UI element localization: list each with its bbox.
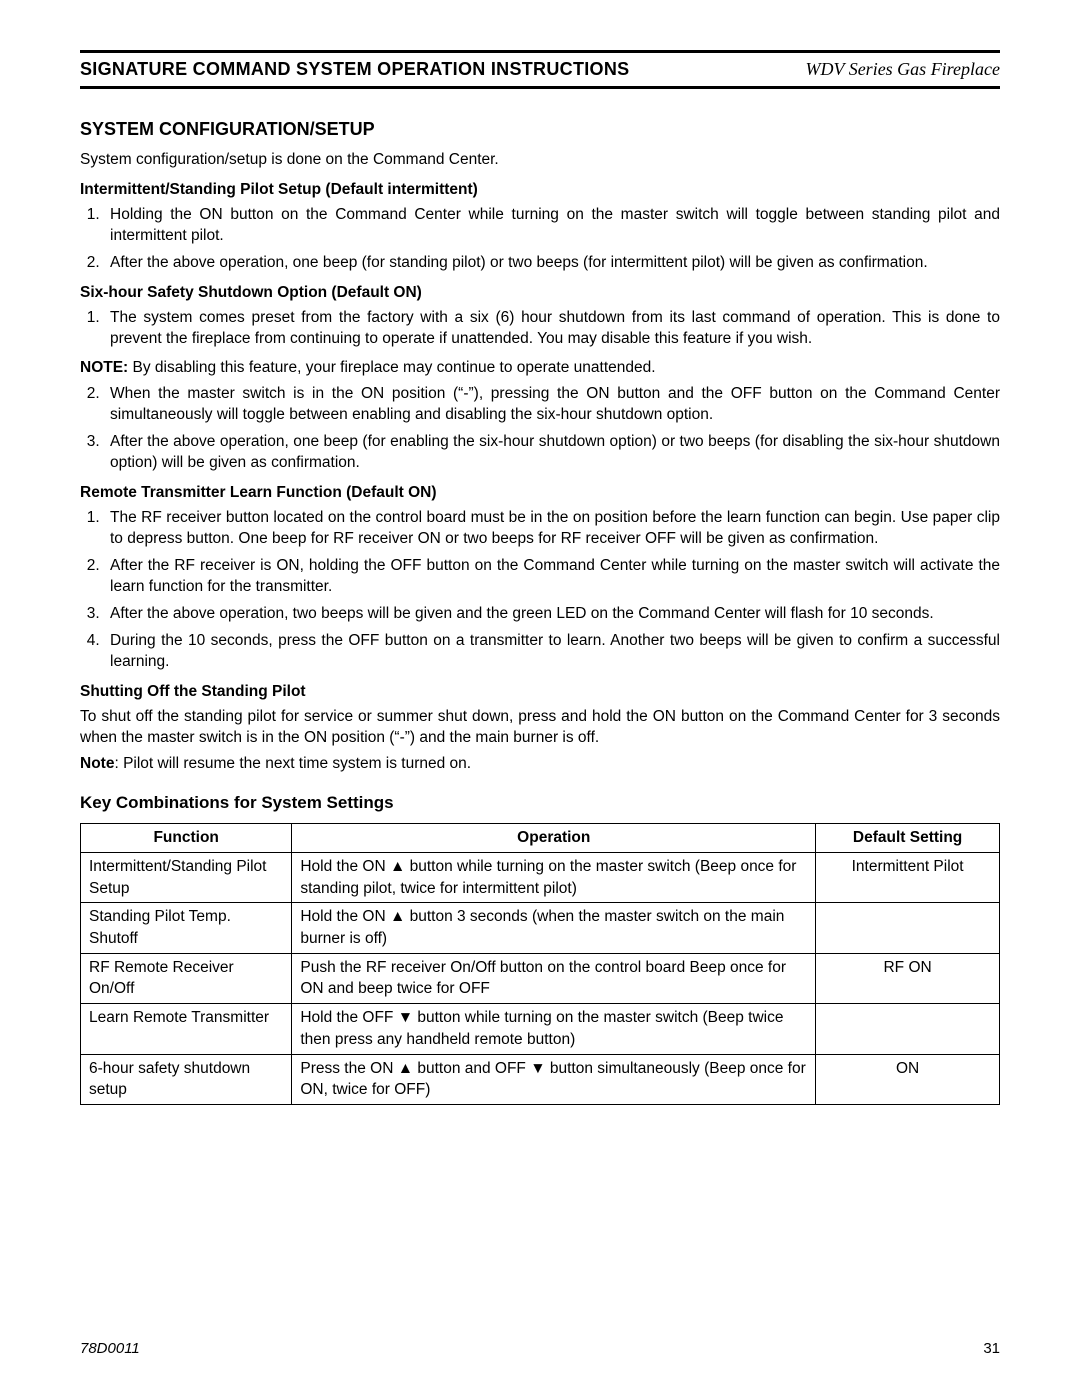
sec4-note: Note: Pilot will resume the next time sy… [80,754,1000,775]
cell-default [816,1004,1000,1054]
cell-operation: Push the RF receiver On/Off button on th… [292,953,816,1003]
footer-page-num: 31 [983,1340,1000,1357]
cell-default: Intermittent Pilot [816,853,1000,903]
cell-default: ON [816,1054,1000,1104]
section-title: SYSTEM CONFIGURATION/SETUP [80,119,1000,140]
sec2-list: The system comes preset from the factory… [80,308,1000,350]
footer-doc-id: 78D0011 [80,1340,140,1357]
list-item: The system comes preset from the factory… [104,308,1000,350]
sec1-head: Intermittent/Standing Pilot Setup (Defau… [80,181,1000,199]
sec4-p1: To shut off the standing pilot for servi… [80,707,1000,749]
list-item: Holding the ON button on the Command Cen… [104,205,1000,247]
cell-function: Intermittent/Standing Pilot Setup [81,853,292,903]
cell-function: 6-hour safety shutdown setup [81,1054,292,1104]
col-function: Function [81,824,292,853]
list-item: After the RF receiver is ON, holding the… [104,556,1000,598]
key-combo-title: Key Combinations for System Settings [80,793,1000,813]
col-default: Default Setting [816,824,1000,853]
list-item: The RF receiver button located on the co… [104,508,1000,550]
note-label: Note [80,755,114,772]
header-bar: SIGNATURE COMMAND SYSTEM OPERATION INSTR… [80,50,1000,89]
page: SIGNATURE COMMAND SYSTEM OPERATION INSTR… [0,0,1080,1397]
sec3-head: Remote Transmitter Learn Function (Defau… [80,484,1000,502]
sec2-list-b: When the master switch is in the ON posi… [80,384,1000,474]
list-item: After the above operation, two beeps wil… [104,604,1000,625]
footer: 78D0011 31 [80,1340,1000,1357]
table-row: Intermittent/Standing Pilot Setup Hold t… [81,853,1000,903]
cell-default [816,903,1000,953]
list-item: After the above operation, one beep (for… [104,253,1000,274]
cell-function: Standing Pilot Temp. Shutoff [81,903,292,953]
cell-operation: Press the ON ▲ button and OFF ▼ button s… [292,1054,816,1104]
table-row: RF Remote Receiver On/Off Push the RF re… [81,953,1000,1003]
list-item: During the 10 seconds, press the OFF but… [104,631,1000,673]
table-row: 6-hour safety shutdown setup Press the O… [81,1054,1000,1104]
intro-para: System configuration/setup is done on th… [80,150,1000,171]
key-combo-table: Function Operation Default Setting Inter… [80,823,1000,1105]
sec2-head: Six-hour Safety Shutdown Option (Default… [80,284,1000,302]
note-label: NOTE: [80,359,128,376]
cell-default: RF ON [816,953,1000,1003]
col-operation: Operation [292,824,816,853]
sec1-list: Holding the ON button on the Command Cen… [80,205,1000,274]
header-right: WDV Series Gas Fireplace [806,59,1000,80]
note-text: : Pilot will resume the next time system… [114,755,471,772]
table-row: Standing Pilot Temp. Shutoff Hold the ON… [81,903,1000,953]
cell-operation: Hold the ON ▲ button while turning on th… [292,853,816,903]
cell-operation: Hold the ON ▲ button 3 seconds (when the… [292,903,816,953]
table-row: Learn Remote Transmitter Hold the OFF ▼ … [81,1004,1000,1054]
cell-operation: Hold the OFF ▼ button while turning on t… [292,1004,816,1054]
list-item: After the above operation, one beep (for… [104,432,1000,474]
cell-function: Learn Remote Transmitter [81,1004,292,1054]
note-text: By disabling this feature, your fireplac… [128,359,655,376]
cell-function: RF Remote Receiver On/Off [81,953,292,1003]
sec2-note: NOTE: By disabling this feature, your fi… [80,358,1000,379]
sec4-head: Shutting Off the Standing Pilot [80,683,1000,701]
table-header-row: Function Operation Default Setting [81,824,1000,853]
header-left: SIGNATURE COMMAND SYSTEM OPERATION INSTR… [80,59,629,80]
list-item: When the master switch is in the ON posi… [104,384,1000,426]
sec3-list: The RF receiver button located on the co… [80,508,1000,672]
